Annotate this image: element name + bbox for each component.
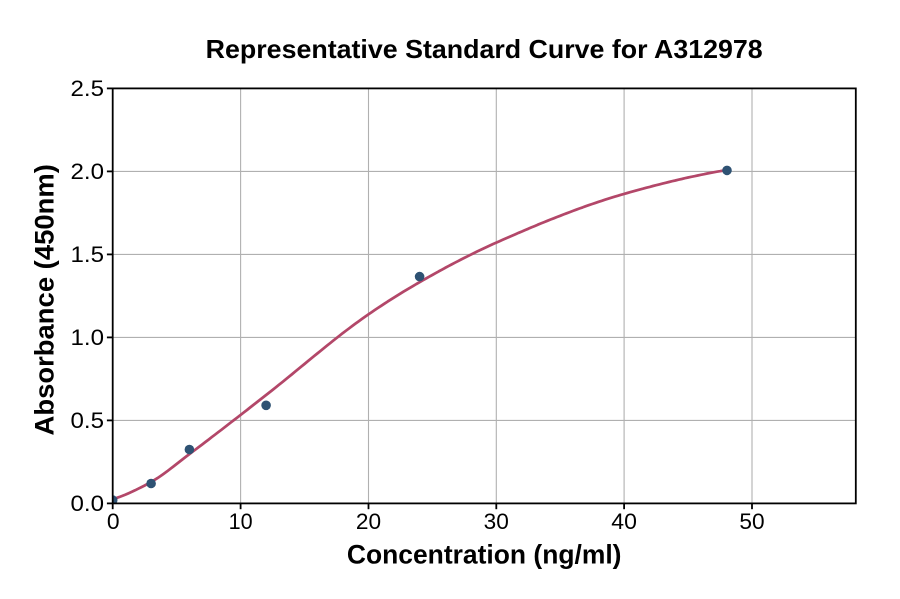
svg-text:40: 40 [611, 509, 637, 534]
svg-text:2.0: 2.0 [71, 159, 105, 184]
svg-text:0: 0 [107, 509, 120, 534]
svg-text:30: 30 [484, 509, 509, 534]
svg-text:50: 50 [739, 509, 764, 534]
svg-text:1.5: 1.5 [71, 242, 105, 267]
svg-text:0.0: 0.0 [71, 491, 105, 516]
svg-text:2.5: 2.5 [71, 76, 105, 101]
svg-text:Concentration (ng/ml): Concentration (ng/ml) [347, 539, 622, 569]
svg-text:Absorbance (450nm): Absorbance (450nm) [29, 164, 59, 435]
svg-text:20: 20 [356, 509, 381, 534]
svg-text:1.0: 1.0 [71, 325, 105, 350]
svg-text:10: 10 [229, 509, 253, 534]
svg-text:0.5: 0.5 [71, 408, 105, 433]
svg-text:Representative Standard Curve: Representative Standard Curve for A31297… [206, 34, 763, 64]
